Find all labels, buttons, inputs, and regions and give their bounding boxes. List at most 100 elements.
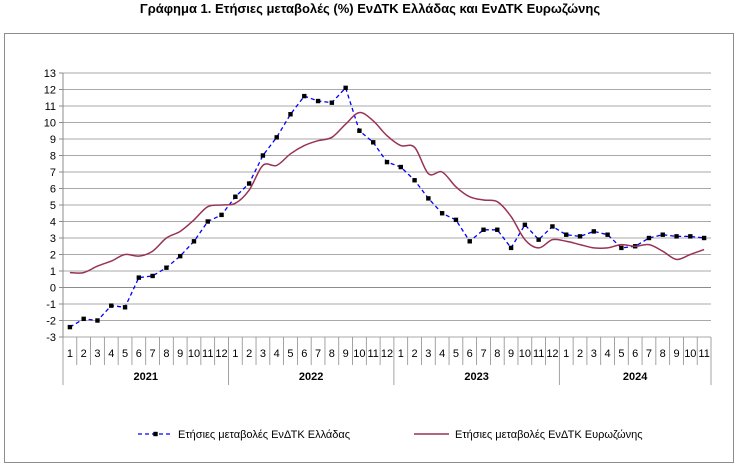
x-tick-label: 5 bbox=[287, 348, 293, 360]
x-axis-month-labels: 1 2 3 4 5 6 7 8 9 10 11 12 1 2 3 4 5 6 7 8 9 10 11 12 1 2 3 4 5 6 7 8 9 1… bbox=[62, 337, 712, 365]
y-tick-label: 0 bbox=[50, 283, 56, 295]
data-point-marker bbox=[550, 224, 555, 229]
y-tick-label: -1 bbox=[46, 299, 56, 311]
data-point-marker bbox=[109, 303, 114, 308]
series-line-eurozone bbox=[69, 111, 705, 274]
data-point-marker bbox=[591, 229, 597, 234]
x-tick-label: 12 bbox=[546, 348, 558, 360]
x-tick-label: 11 bbox=[202, 348, 213, 360]
data-point-marker bbox=[150, 273, 155, 279]
data-point-marker bbox=[191, 239, 197, 244]
data-point-marker bbox=[357, 128, 362, 133]
data-point-marker bbox=[274, 135, 279, 140]
x-tick-label: 6 bbox=[467, 348, 473, 360]
data-point-marker bbox=[674, 234, 679, 239]
y-tick-label: -2 bbox=[46, 316, 56, 328]
data-point-marker bbox=[439, 211, 445, 216]
y-tick-label: 3 bbox=[50, 233, 56, 245]
data-point-marker bbox=[605, 232, 610, 237]
data-point-marker bbox=[164, 265, 169, 270]
year-label: 2022 bbox=[299, 371, 323, 383]
data-point-marker bbox=[467, 239, 472, 244]
legend-label-eurozone: Ετήσιες μεταβολές ΕνΔΤΚ Ευρωζώνης bbox=[455, 429, 643, 441]
y-tick-label: 9 bbox=[50, 134, 56, 146]
y-tick-label: 8 bbox=[50, 151, 56, 163]
x-tick-label: 1 bbox=[232, 348, 238, 360]
data-point-marker bbox=[508, 245, 514, 251]
data-point-marker bbox=[384, 159, 390, 165]
legend-label-greece: Ετήσιες μεταβολές ΕνΔΤΚ Ελλάδας bbox=[178, 429, 350, 441]
year-label: 2023 bbox=[464, 371, 488, 383]
data-point-marker bbox=[81, 316, 86, 322]
x-tick-label: 1 bbox=[398, 348, 404, 360]
y-tick-label: 1 bbox=[50, 266, 56, 278]
year-label: 2024 bbox=[623, 371, 648, 383]
y-tick-label: 13 bbox=[44, 68, 56, 80]
x-tick-label: 3 bbox=[94, 348, 100, 360]
x-tick-label: 8 bbox=[660, 348, 666, 360]
x-tick-label: 2 bbox=[81, 348, 87, 360]
data-point-marker bbox=[177, 253, 183, 259]
data-point-marker bbox=[302, 93, 307, 99]
data-point-marker bbox=[260, 153, 266, 158]
chart-frame bbox=[4, 33, 734, 463]
x-tick-label: 2 bbox=[412, 348, 418, 360]
data-point-marker bbox=[288, 112, 293, 117]
x-tick-label: 12 bbox=[215, 348, 227, 360]
x-tick-label: 11 bbox=[368, 348, 379, 360]
x-tick-label: 6 bbox=[136, 348, 142, 360]
y-tick-label: 11 bbox=[45, 101, 56, 113]
y-tick-label: 10 bbox=[44, 118, 56, 130]
x-tick-label: 5 bbox=[453, 348, 459, 360]
data-point-marker bbox=[233, 194, 238, 199]
data-point-marker bbox=[577, 234, 583, 239]
x-tick-label: 1 bbox=[563, 348, 569, 360]
data-point-marker bbox=[371, 140, 376, 145]
x-tick-label: 3 bbox=[260, 348, 266, 360]
data-point-marker bbox=[329, 100, 335, 105]
y-tick-label: 2 bbox=[50, 250, 56, 262]
x-tick-label: 7 bbox=[150, 348, 156, 360]
x-tick-label: 9 bbox=[343, 348, 349, 360]
x-tick-label: 9 bbox=[508, 348, 514, 360]
data-point-marker bbox=[495, 227, 500, 232]
legend-marker-greece bbox=[153, 431, 158, 437]
axes bbox=[59, 72, 711, 338]
x-tick-label: 6 bbox=[301, 348, 307, 360]
x-tick-label: 5 bbox=[122, 348, 128, 360]
data-point-marker bbox=[660, 232, 665, 237]
data-point-marker bbox=[481, 227, 486, 232]
data-point-marker bbox=[95, 318, 100, 323]
year-label: 2021 bbox=[133, 371, 157, 383]
x-tick-label: 10 bbox=[188, 348, 200, 360]
chart-title: Γράφημα 1. Ετήσιες μεταβολές (%) ΕνΔΤΚ Ε… bbox=[139, 1, 601, 16]
x-tick-label: 9 bbox=[177, 348, 183, 360]
data-point-marker bbox=[701, 235, 707, 241]
y-tick-label: 12 bbox=[44, 85, 56, 97]
x-tick-label: 3 bbox=[591, 348, 597, 360]
data-point-marker bbox=[453, 217, 459, 223]
data-point-marker bbox=[219, 212, 224, 218]
x-tick-label: 2 bbox=[577, 348, 583, 360]
y-tick-label: 6 bbox=[50, 184, 56, 196]
x-axis-year-labels: 2021 2022 2023 2024 bbox=[62, 365, 712, 385]
data-point-marker bbox=[205, 219, 210, 224]
x-tick-label: 12 bbox=[381, 348, 393, 360]
x-tick-label: 3 bbox=[425, 348, 431, 360]
x-tick-label: 8 bbox=[329, 348, 335, 360]
x-tick-label: 9 bbox=[673, 348, 679, 360]
y-tick-label: 7 bbox=[50, 167, 56, 179]
data-point-marker bbox=[67, 324, 73, 330]
y-tick-label: 5 bbox=[50, 200, 56, 212]
y-tick-label: 4 bbox=[50, 217, 56, 229]
y-tick-label: -3 bbox=[46, 332, 56, 344]
data-point-marker bbox=[426, 196, 431, 201]
data-point-marker bbox=[398, 164, 403, 170]
x-tick-label: 2 bbox=[246, 348, 252, 360]
data-point-marker bbox=[246, 181, 252, 186]
x-tick-label: 7 bbox=[315, 348, 321, 360]
series-line-greece bbox=[69, 86, 705, 328]
x-tick-label: 10 bbox=[519, 348, 531, 360]
